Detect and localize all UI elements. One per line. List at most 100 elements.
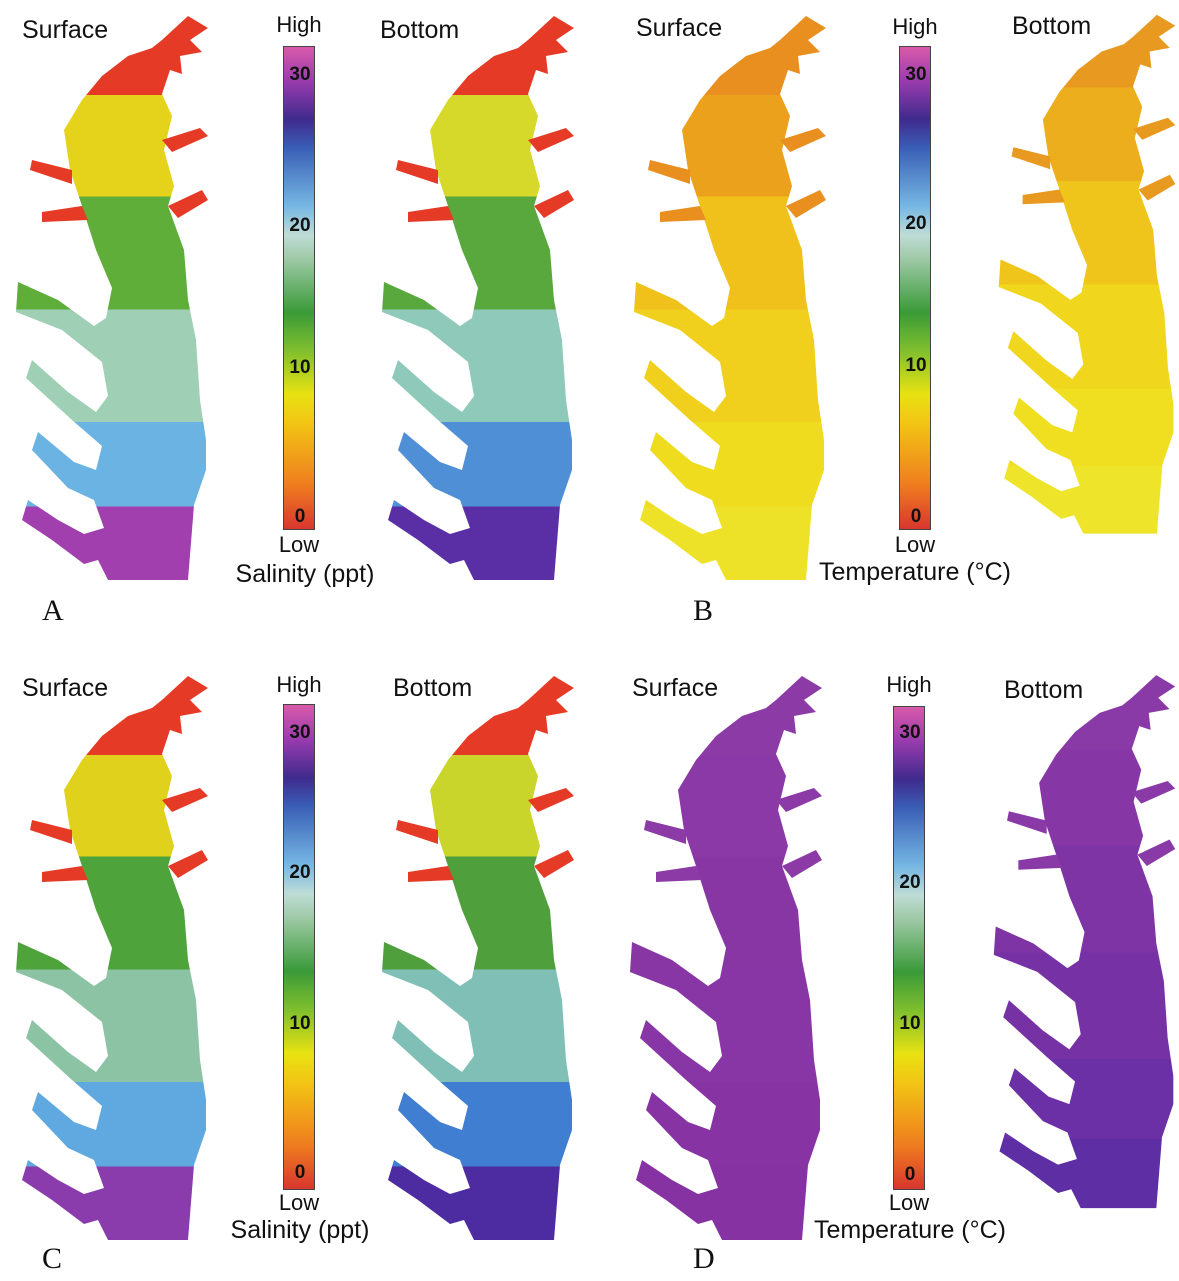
surface-title: Surface — [636, 14, 723, 42]
tributary-shape — [1007, 811, 1047, 834]
tributary-shape — [396, 160, 438, 184]
surface-title: Surface — [22, 16, 109, 44]
tributary-shape — [534, 190, 574, 218]
tributary-shape — [644, 820, 686, 844]
legend-quantity-label: Temperature (°C) — [819, 558, 1011, 586]
tick-label: 30 — [899, 722, 921, 743]
tributary-shape — [776, 788, 822, 812]
legend-low-label: Low — [894, 532, 936, 557]
color-scale-bar — [893, 706, 925, 1190]
panel-c: Surface High 30 20 10 0 Low Salinity (pp… — [0, 660, 590, 1281]
panel-a: Surface High 30 20 10 0 Low Salinity (pp… — [0, 0, 590, 640]
color-scale-bar — [283, 46, 315, 530]
estuary-shape — [630, 676, 822, 1240]
salinity-legend: High 30 20 10 0 Low — [263, 672, 343, 1252]
tributary-shape — [1138, 174, 1176, 201]
tributary-shape — [656, 866, 702, 882]
panel-b: Surface High 30 20 10 0 Low Temperature … — [600, 0, 1179, 640]
tick-label: 10 — [289, 1013, 311, 1034]
bottom-salinity-map — [378, 0, 578, 580]
tributary-shape — [528, 788, 574, 812]
legend-high-label: High — [892, 14, 938, 39]
tributary-shape — [168, 190, 208, 218]
bottom-temperature-map — [990, 660, 1179, 1240]
tributary-shape — [162, 788, 208, 812]
tick-label: 30 — [289, 64, 311, 85]
tributary-shape — [786, 190, 826, 218]
estuary-shape — [16, 16, 208, 580]
tributary-shape — [162, 128, 208, 152]
tributary-shape — [42, 206, 88, 222]
estuary-shape — [382, 676, 574, 1240]
legend-high-label: High — [276, 12, 322, 37]
temperature-legend: High 30 20 10 0 Low — [873, 672, 953, 1252]
tick-label: 20 — [899, 872, 921, 893]
tick-label: 20 — [905, 213, 927, 234]
surface-temperature-map — [630, 0, 830, 580]
tick-label: 10 — [899, 1013, 921, 1034]
salinity-legend: High 30 20 10 0 Low — [263, 12, 343, 592]
estuary-shape — [634, 16, 826, 580]
tributary-shape — [660, 206, 706, 222]
tick-label: 10 — [905, 355, 927, 376]
tributary-shape — [1011, 147, 1051, 170]
panel-label: B — [693, 594, 714, 627]
legend-low-label: Low — [278, 1190, 320, 1215]
legend-quantity-label: Salinity (ppt) — [230, 1216, 370, 1244]
tributary-shape — [42, 866, 88, 882]
tributary-shape — [528, 128, 574, 152]
panel-label: A — [42, 594, 64, 627]
tributary-shape — [1022, 189, 1065, 205]
legend-low-label: Low — [278, 532, 320, 557]
tributary-shape — [1137, 839, 1176, 867]
surface-salinity-map — [12, 660, 212, 1240]
legend-high-label: High — [276, 672, 322, 697]
bottom-salinity-map — [378, 660, 578, 1240]
tributary-shape — [30, 820, 72, 844]
estuary-shape — [993, 675, 1176, 1209]
legend-quantity-label: Temperature (°C) — [814, 1216, 1006, 1244]
tributary-shape — [1018, 854, 1062, 870]
bottom-title: Bottom — [1012, 12, 1092, 40]
tributary-shape — [782, 850, 822, 878]
legend-quantity-label: Salinity (ppt) — [235, 560, 375, 588]
panel-label: C — [42, 1242, 63, 1275]
bottom-temperature-map — [995, 0, 1179, 580]
bottom-title: Bottom — [1004, 676, 1084, 704]
tick-label: 0 — [904, 1164, 916, 1185]
tick-label: 0 — [294, 506, 306, 527]
legend-low-label: Low — [888, 1190, 930, 1215]
estuary-shape — [998, 14, 1176, 534]
tick-label: 30 — [905, 64, 927, 85]
tributary-shape — [648, 160, 690, 184]
tributary-shape — [1131, 780, 1176, 804]
surface-title: Surface — [22, 674, 109, 702]
tick-label: 30 — [289, 722, 311, 743]
tributary-shape — [780, 128, 826, 152]
tick-label: 0 — [294, 1162, 306, 1183]
tick-label: 0 — [910, 506, 922, 527]
surface-temperature-map — [626, 660, 826, 1240]
tributary-shape — [408, 206, 454, 222]
tick-label: 20 — [289, 862, 311, 883]
estuary-shape — [16, 676, 208, 1240]
color-scale-bar — [899, 46, 931, 530]
surface-title: Surface — [632, 674, 719, 702]
temperature-legend: High 30 20 10 0 Low — [879, 14, 959, 594]
legend-high-label: High — [886, 672, 932, 697]
bottom-title: Bottom — [393, 674, 473, 702]
tributary-shape — [168, 850, 208, 878]
estuary-shape — [382, 16, 574, 580]
tick-label: 20 — [289, 215, 311, 236]
panel-label: D — [693, 1242, 715, 1275]
tributary-shape — [534, 850, 574, 878]
surface-salinity-map — [12, 0, 212, 580]
panel-d: Surface High 30 20 10 0 Low Temperature … — [600, 660, 1179, 1281]
tributary-shape — [1133, 117, 1176, 140]
bottom-title: Bottom — [380, 16, 460, 44]
tributary-shape — [408, 866, 454, 882]
tributary-shape — [30, 160, 72, 184]
tick-label: 10 — [289, 357, 311, 378]
tributary-shape — [396, 820, 438, 844]
color-scale-bar — [283, 704, 315, 1190]
